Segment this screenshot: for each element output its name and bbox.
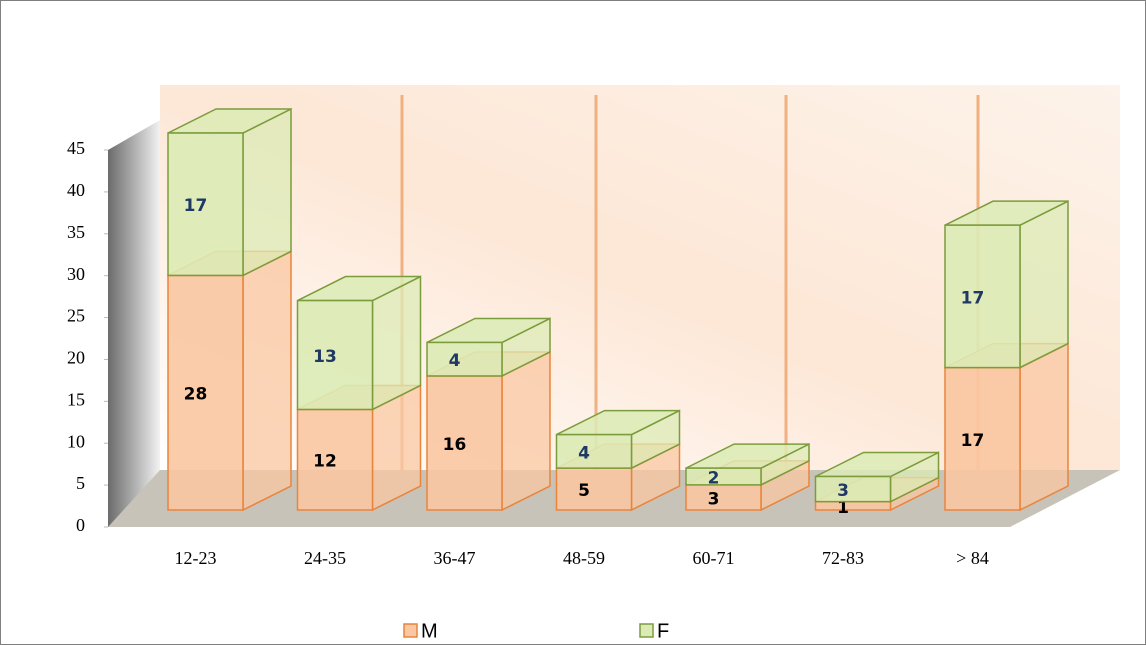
value-label: 17	[961, 431, 985, 451]
x-tick-label: 12-23	[175, 548, 217, 568]
value-label: 3	[708, 489, 720, 509]
value-label: 28	[184, 385, 208, 405]
bar-front	[685, 484, 762, 511]
y-tick-label: 45	[67, 138, 85, 158]
value-label: 1	[837, 498, 849, 518]
bar-segment	[426, 317, 551, 378]
bar-side	[242, 250, 292, 512]
x-tick-label: > 84	[956, 548, 989, 568]
value-label: 17	[961, 288, 985, 308]
value-label: 13	[313, 347, 337, 367]
bar-front	[426, 375, 503, 511]
value-label: 2	[708, 468, 720, 488]
y-tick-label: 10	[67, 431, 85, 451]
bar-front	[814, 475, 892, 503]
x-tick-label: 36-47	[434, 548, 476, 568]
value-label: 4	[578, 443, 590, 463]
y-tick-label: 30	[67, 264, 85, 284]
x-tick-label: 72-83	[822, 548, 864, 568]
bar-side	[501, 350, 551, 512]
bar-front	[555, 467, 633, 511]
bar-segment	[944, 199, 1069, 369]
bar-segment	[426, 350, 551, 512]
bar-front	[296, 408, 374, 511]
bar-segment	[555, 409, 681, 470]
value-label: 16	[443, 435, 467, 455]
value-label: 3	[837, 481, 849, 501]
legend-swatch	[639, 623, 654, 638]
x-tick-label: 48-59	[563, 548, 605, 568]
bar-side	[1019, 342, 1069, 512]
bar-segment	[167, 107, 292, 277]
bar-front	[296, 299, 374, 411]
value-label: 4	[449, 351, 461, 371]
bar-front	[814, 500, 892, 511]
bar-segment	[944, 342, 1069, 512]
bar-front	[685, 467, 762, 486]
bar-segment	[167, 250, 292, 512]
y-tick-label: 15	[67, 389, 85, 409]
bar-segment	[814, 451, 940, 503]
bar-front	[944, 224, 1021, 369]
y-tick-label: 0	[76, 515, 85, 535]
bar-segment	[685, 442, 810, 487]
y-tick-label: 35	[67, 222, 85, 242]
bar-side	[1019, 199, 1069, 369]
y-tick-label: 20	[67, 348, 85, 368]
x-tick-label: 24-35	[304, 548, 346, 568]
side-wall	[108, 120, 160, 527]
legend-label: F	[657, 620, 669, 642]
value-label: 12	[313, 452, 337, 472]
bar-front	[426, 341, 503, 377]
y-tick-label: 25	[67, 306, 85, 326]
x-tick-label: 60-71	[693, 548, 735, 568]
value-label: 5	[578, 481, 590, 501]
bar-front	[555, 433, 633, 469]
bar-segment	[296, 275, 422, 411]
legend-swatch	[403, 623, 418, 638]
bar-front	[167, 132, 244, 277]
y-tick-label: 40	[67, 180, 85, 200]
legend-label: M	[421, 620, 438, 642]
value-label: 17	[184, 196, 208, 216]
y-tick-label: 5	[76, 473, 85, 493]
bar-side	[242, 107, 292, 277]
